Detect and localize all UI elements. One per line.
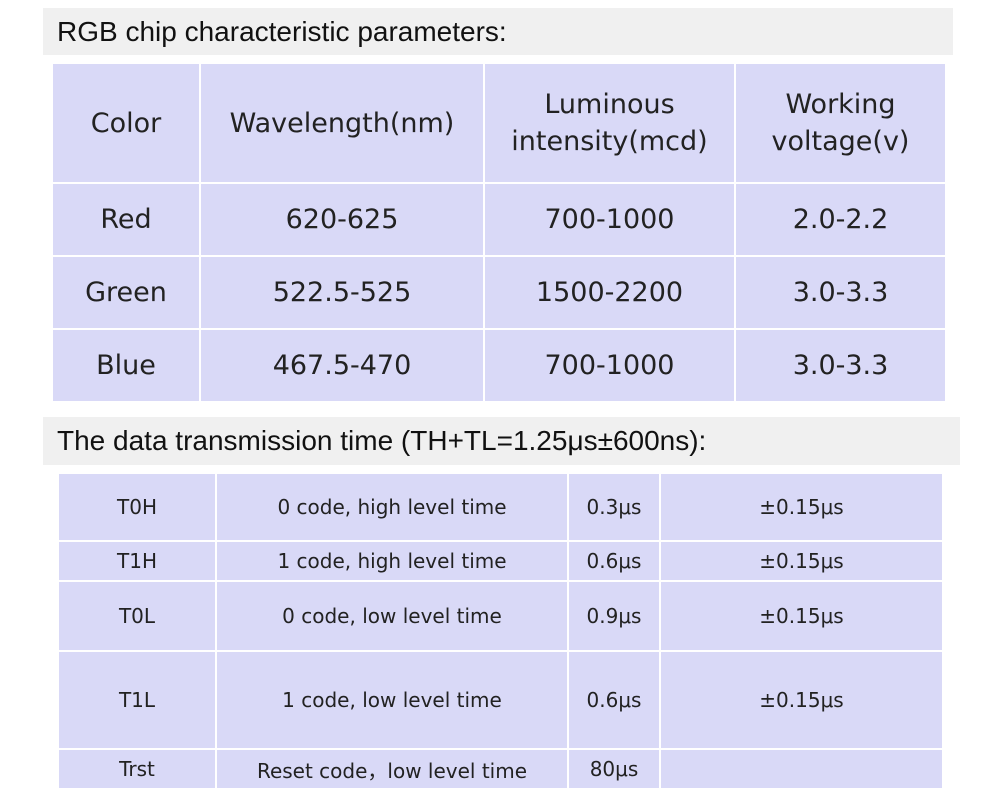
row: T0L 0 code, low level time 0.9μs ±0.15μs [57,580,944,652]
cell: T0H [57,472,217,542]
cell: 1 code, high level time [215,540,569,582]
row: Red 620-625 700-1000 2.0-2.2 [51,182,947,257]
cell: 0.3μs [567,472,661,542]
cell: ±0.15μs [659,650,944,750]
spec-table: Color Wavelength(nm) Luminous intensity(mc… [51,62,947,403]
cell: ±0.15μs [659,472,944,542]
cell: T0L [57,580,217,652]
row: Blue 467.5-470 700-1000 3.0-3.3 [51,328,947,403]
cell: ±0.15μs [659,540,944,582]
row: T0H 0 code, high level time 0.3μs ±0.15μs [57,472,944,542]
cell: 620-625 [199,182,485,257]
cell: ±0.15μs [659,580,944,652]
cell: 0 code, low level time [215,580,569,652]
cell: 0 code, high level time [215,472,569,542]
cell: Wavelength(nm) [199,62,485,184]
cell: 3.0-3.3 [734,255,947,330]
cell: 3.0-3.3 [734,328,947,403]
cell: Red [51,182,201,257]
cell: T1L [57,650,217,750]
cell: 2.0-2.2 [734,182,947,257]
row: T1L 1 code, low level time 0.6μs ±0.15μs [57,650,944,750]
cell: Green [51,255,201,330]
cell: Blue [51,328,201,403]
cell: 700-1000 [483,328,736,403]
cell: T1H [57,540,217,582]
cell: Trst [57,748,217,790]
cell: Luminous intensity(mcd) [483,62,736,184]
cell: 0.6μs [567,540,661,582]
section-title: The data transmission time (TH+TL=1.25μs… [43,417,960,465]
row: Green 522.5-525 1500-2200 3.0-3.3 [51,255,947,330]
header-row: Color Wavelength(nm) Luminous intensity(mc… [51,62,947,184]
cell: 80μs [567,748,661,790]
cell: 0.9μs [567,580,661,652]
cell: 522.5-525 [199,255,485,330]
cell: 700-1000 [483,182,736,257]
cell: Reset code，low level time [215,748,569,790]
cell: 467.5-470 [199,328,485,403]
cell: Working voltage(v) [734,62,947,184]
cell: 0.6μs [567,650,661,750]
cell: 1 code, low level time [215,650,569,750]
section-title: RGB chip characteristic parameters: [43,8,953,55]
row: Trst Reset code，low level time 80μs [57,748,944,790]
cell: Color [51,62,201,184]
cell: 1500-2200 [483,255,736,330]
empty-cell [659,748,944,790]
row: T1H 1 code, high level time 0.6μs ±0.15μs [57,540,944,582]
timing-table: T0H 0 code, high level time 0.3μs ±0.15μs T1… [57,472,944,790]
